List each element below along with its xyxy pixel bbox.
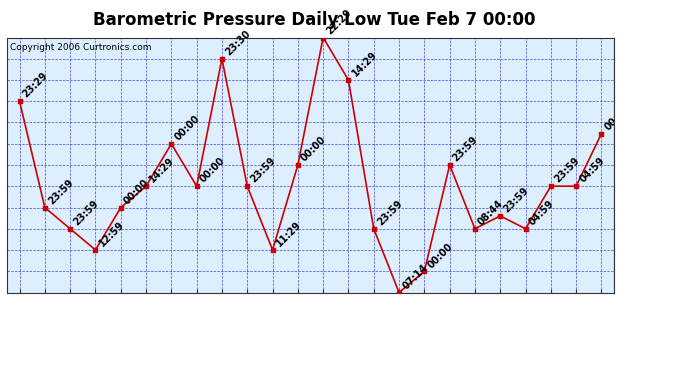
Point [545, 183, 556, 189]
Point [317, 34, 328, 40]
Text: 01/16: 01/16 [65, 296, 75, 330]
Text: 01/26: 01/26 [318, 296, 328, 330]
Text: 01/29: 01/29 [394, 296, 404, 330]
Text: 00:00: 00:00 [426, 241, 455, 270]
Text: 23:30: 23:30 [224, 28, 253, 57]
Point [495, 213, 506, 219]
Text: 01/25: 01/25 [293, 296, 303, 330]
Text: 00:29: 00:29 [603, 103, 632, 132]
Text: 02/03: 02/03 [520, 296, 531, 330]
Text: 01/27: 01/27 [344, 296, 353, 330]
Text: 14:29: 14:29 [350, 50, 379, 79]
Point [65, 226, 76, 232]
Text: 14:29: 14:29 [148, 156, 177, 185]
Text: 01/22: 01/22 [217, 296, 227, 330]
Point [241, 183, 253, 189]
Text: 01/23: 01/23 [242, 296, 253, 330]
Text: 04:59: 04:59 [527, 198, 556, 227]
Text: 01/30: 01/30 [420, 296, 429, 330]
Point [419, 268, 430, 274]
Text: 01/18: 01/18 [116, 296, 126, 330]
Point [571, 183, 582, 189]
Text: 02/04: 02/04 [546, 296, 556, 330]
Point [14, 98, 25, 104]
Point [343, 77, 354, 83]
Text: 01/14: 01/14 [14, 296, 25, 330]
Text: 23:59: 23:59 [46, 177, 75, 206]
Text: 07:14: 07:14 [400, 262, 429, 291]
Text: Barometric Pressure Daily Low Tue Feb 7 00:00: Barometric Pressure Daily Low Tue Feb 7 … [92, 11, 535, 29]
Point [191, 183, 202, 189]
Text: 23:59: 23:59 [248, 156, 277, 185]
Text: 23:59: 23:59 [552, 156, 581, 185]
Text: 01/28: 01/28 [368, 296, 379, 330]
Text: 23:59: 23:59 [72, 198, 101, 227]
Text: 23:59: 23:59 [451, 135, 480, 164]
Point [141, 183, 152, 189]
Point [520, 226, 531, 232]
Text: 02/06: 02/06 [596, 296, 607, 330]
Text: 23:59: 23:59 [502, 186, 531, 214]
Text: 12:59: 12:59 [97, 219, 126, 249]
Text: 00:00: 00:00 [198, 156, 227, 185]
Text: 01/20: 01/20 [166, 296, 177, 330]
Text: 23:59: 23:59 [375, 198, 404, 227]
Text: 23:29: 23:29 [21, 71, 50, 100]
Text: 01/24: 01/24 [268, 296, 277, 330]
Text: 11:29: 11:29 [274, 219, 303, 249]
Point [469, 226, 480, 232]
Point [267, 247, 278, 253]
Point [39, 205, 50, 211]
Point [596, 130, 607, 136]
Text: 01/15: 01/15 [40, 296, 50, 330]
Text: 02/02: 02/02 [495, 296, 505, 330]
Text: 08:44: 08:44 [476, 198, 505, 227]
Point [115, 205, 126, 211]
Text: 01/19: 01/19 [141, 296, 151, 330]
Text: 02/01: 02/01 [470, 296, 480, 330]
Text: 01/17: 01/17 [90, 296, 101, 330]
Text: 00:00: 00:00 [122, 177, 151, 206]
Point [217, 56, 228, 62]
Text: 00:00: 00:00 [172, 114, 201, 142]
Point [166, 141, 177, 147]
Point [393, 290, 404, 296]
Point [444, 162, 455, 168]
Text: 00:00: 00:00 [299, 135, 328, 164]
Text: 04:59: 04:59 [578, 156, 607, 185]
Text: 01/31: 01/31 [444, 296, 455, 330]
Point [90, 247, 101, 253]
Text: 02/05: 02/05 [571, 296, 581, 330]
Text: Copyright 2006 Curtronics.com: Copyright 2006 Curtronics.com [10, 43, 151, 52]
Point [368, 226, 380, 232]
Point [293, 162, 304, 168]
Text: 22:29: 22:29 [324, 7, 353, 36]
Text: 01/21: 01/21 [192, 296, 201, 330]
